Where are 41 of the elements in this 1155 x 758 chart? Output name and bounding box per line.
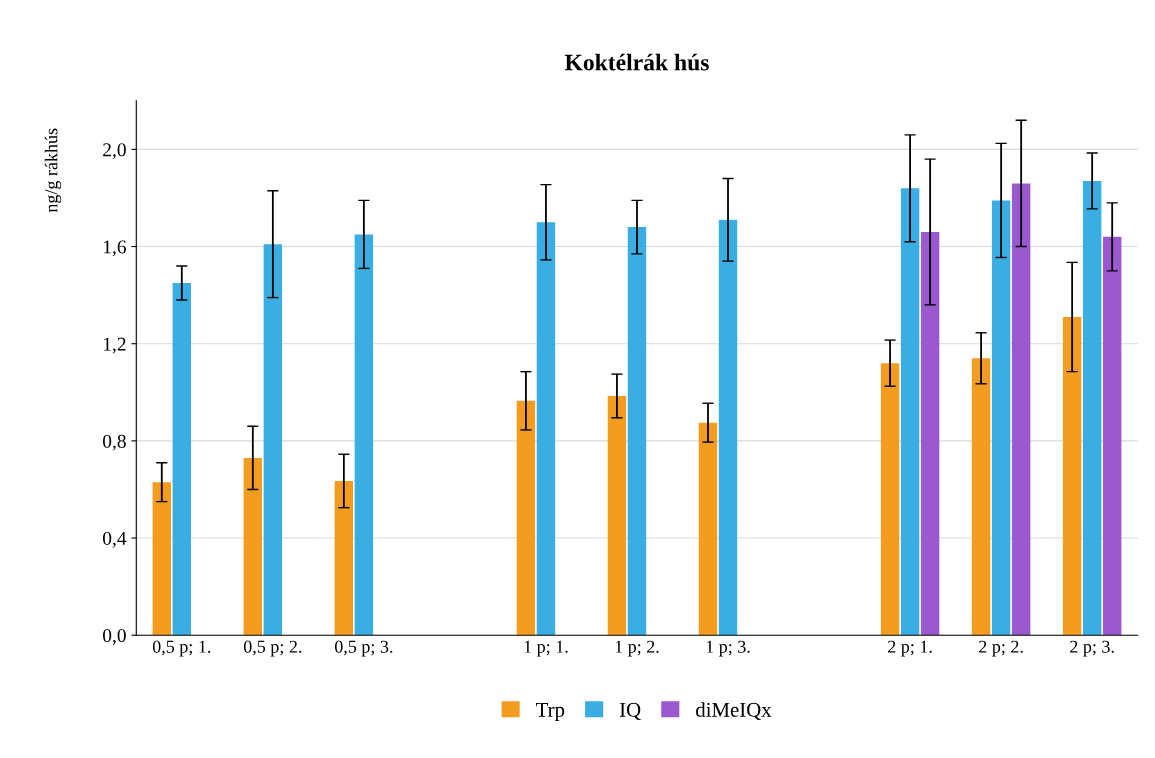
x-tick-label: 0,5 p; 2. [243, 640, 302, 657]
bar [152, 482, 171, 636]
y-tick-label: 1,6 [103, 240, 126, 257]
bar [971, 358, 991, 636]
bar [627, 227, 647, 636]
bar [172, 282, 192, 636]
y-tick-label: 0,4 [103, 531, 127, 548]
x-tick-label: 2 p; 3. [1070, 640, 1114, 657]
bar [900, 188, 920, 636]
bar [991, 200, 1011, 636]
bar [263, 244, 283, 636]
bar [1062, 317, 1082, 636]
bar [880, 363, 900, 636]
bar [243, 457, 263, 636]
y-tick-label: 2,0 [103, 143, 126, 160]
bar [516, 400, 536, 636]
x-tick-label: 1 p; 1. [524, 640, 568, 657]
x-tick-label: 2 p; 2. [979, 640, 1023, 657]
bar [334, 480, 354, 636]
bar [354, 234, 374, 636]
x-tick-label: 2 p; 1. [888, 640, 932, 657]
chart-title: Koktélrák hús [564, 53, 709, 71]
bar [920, 231, 940, 636]
legend-label: Trp [536, 702, 565, 722]
bar [607, 395, 627, 636]
bar [698, 422, 718, 636]
bar [1011, 183, 1031, 636]
x-tick-label: 1 p; 2. [615, 640, 659, 657]
y-tick-label: 0,0 [103, 629, 126, 645]
bar [718, 219, 738, 636]
y-tick-label: 1,2 [103, 337, 126, 354]
y-axis-title: ng/g rákhús [44, 128, 62, 213]
legend-label: diMeIQx [696, 702, 772, 721]
x-tick-label: 0,5 p; 1. [152, 640, 211, 657]
bar [1102, 236, 1122, 636]
x-tick-label: 0,5 p; 3. [334, 640, 393, 657]
bar [536, 222, 556, 636]
y-tick-label: 0,8 [103, 434, 126, 451]
x-tick-label: 1 p; 3. [706, 640, 750, 657]
legend-label: IQ [619, 702, 641, 721]
bar [1082, 180, 1102, 636]
